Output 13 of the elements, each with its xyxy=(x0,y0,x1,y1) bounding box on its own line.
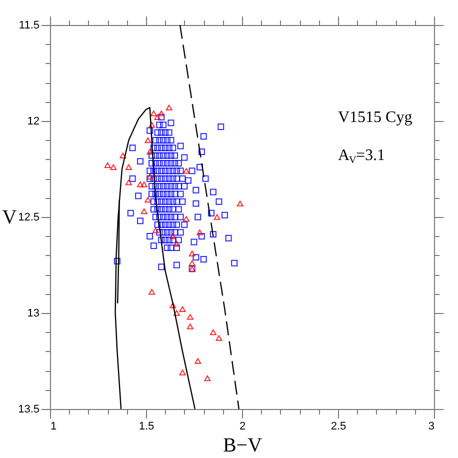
y-tick-label: 13 xyxy=(27,308,40,320)
x-tick-label: 2 xyxy=(239,420,246,432)
y-axis-title: V xyxy=(2,206,18,228)
y-tick-label: 12.5 xyxy=(18,212,40,224)
x-tick-label: 1 xyxy=(50,420,57,432)
y-tick-label: 11.5 xyxy=(18,20,40,32)
y-tick-label: 12 xyxy=(27,116,40,128)
x-tick-label: 3 xyxy=(428,420,434,432)
x-axis-title: B−V xyxy=(222,434,263,456)
annotation: V1515 Cyg xyxy=(338,109,412,126)
x-tick-label: 2.5 xyxy=(330,420,346,432)
x-tick-label: 1.5 xyxy=(138,420,154,432)
y-tick-label: 13.5 xyxy=(18,404,40,416)
